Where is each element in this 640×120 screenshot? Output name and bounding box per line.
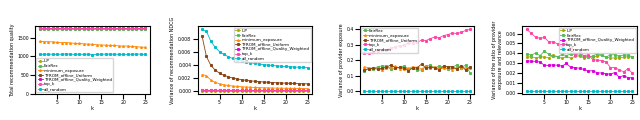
X-axis label: k: k — [253, 106, 257, 111]
Legend: ILP, FairRec, TFROM_offline_Quality_Weighted, top_k, all_random: ILP, FairRec, TFROM_offline_Quality_Weig… — [559, 28, 636, 53]
Legend: ILP, FairRec, minimum_exposure, TFROM_offline_Uniform, TFROM_offline_Quality_Wei: ILP, FairRec, minimum_exposure, TFROM_of… — [36, 58, 113, 92]
Y-axis label: Variance of recommendation NDCG: Variance of recommendation NDCG — [170, 16, 175, 104]
X-axis label: k: k — [578, 106, 581, 111]
Y-axis label: Total recommendation quality: Total recommendation quality — [10, 23, 15, 97]
Legend: ILP, FairRec, minimum_exposure, TFROM_offline_Uniform, TFROM_offline_Quality_Wei: ILP, FairRec, minimum_exposure, TFROM_of… — [234, 28, 311, 62]
Y-axis label: Variance of provider exposure: Variance of provider exposure — [339, 23, 344, 97]
Legend: FairRec, minimum_exposure, TFROM_offline_Uniform, top_k, all_random: FairRec, minimum_exposure, TFROM_offline… — [361, 28, 418, 53]
Y-axis label: Variance of the ratio of provider
exposure and relevance: Variance of the ratio of provider exposu… — [492, 21, 503, 99]
X-axis label: k: k — [415, 106, 419, 111]
X-axis label: k: k — [91, 106, 94, 111]
